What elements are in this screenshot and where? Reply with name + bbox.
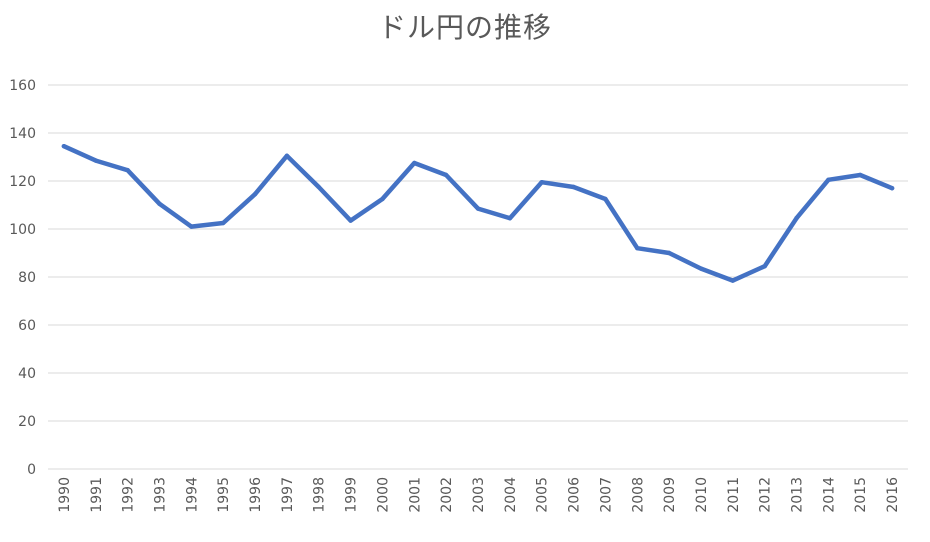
x-tick-label-2000: 2000 xyxy=(375,477,391,513)
data-point-2008 xyxy=(635,246,640,251)
data-point-2012 xyxy=(762,264,767,269)
data-point-1991 xyxy=(93,158,98,163)
x-tick-label-2005: 2005 xyxy=(535,477,551,513)
data-point-1997 xyxy=(284,153,290,158)
data-point-1999 xyxy=(348,218,353,223)
x-tick-label-2007: 2007 xyxy=(598,477,614,513)
x-tick-label-1995: 1995 xyxy=(216,477,232,513)
data-point-2007 xyxy=(603,196,608,202)
x-tick-label-1996: 1996 xyxy=(248,477,264,513)
data-point-1995 xyxy=(220,220,226,226)
x-tick-label-2015: 2015 xyxy=(853,477,869,513)
data-point-2015 xyxy=(858,172,863,178)
y-tick-label-100: 100 xyxy=(9,222,36,238)
y-tick-label-80: 80 xyxy=(18,270,36,286)
x-tick-label-1992: 1992 xyxy=(121,477,137,513)
x-tick-label-2011: 2011 xyxy=(726,477,742,513)
x-tick-label-2004: 2004 xyxy=(503,477,519,513)
x-tick-label-1994: 1994 xyxy=(184,477,200,513)
data-point-2009 xyxy=(666,250,672,256)
data-point-2002 xyxy=(443,172,449,178)
data-point-2013 xyxy=(794,216,799,221)
x-tick-label-1999: 1999 xyxy=(344,477,360,513)
x-tick-label-2008: 2008 xyxy=(630,477,646,513)
data-point-2016 xyxy=(889,186,895,191)
data-point-2001 xyxy=(412,160,417,166)
x-tick-label-1991: 1991 xyxy=(89,477,105,513)
chart-title: ドル円の推移 xyxy=(377,11,552,44)
x-tick-label-2014: 2014 xyxy=(821,477,837,513)
data-point-1996 xyxy=(252,192,258,197)
data-point-2003 xyxy=(475,206,481,211)
x-tick-label-2001: 2001 xyxy=(407,477,423,513)
y-tick-label-160: 160 xyxy=(9,78,36,94)
x-tick-label-2012: 2012 xyxy=(758,477,774,513)
x-tick-label-1998: 1998 xyxy=(312,477,328,513)
y-tick-label-120: 120 xyxy=(9,174,36,190)
data-point-2006 xyxy=(571,184,576,190)
x-tick-label-2006: 2006 xyxy=(567,477,583,513)
x-tick-label-2003: 2003 xyxy=(471,477,487,513)
data-point-2014 xyxy=(826,177,831,182)
data-point-2005 xyxy=(539,180,544,185)
y-tick-label-60: 60 xyxy=(18,318,36,334)
data-point-2011 xyxy=(730,278,736,283)
x-tick-label-2009: 2009 xyxy=(662,477,678,513)
data-point-1992 xyxy=(125,168,130,173)
y-tick-label-20: 20 xyxy=(18,414,36,430)
y-tick-label-140: 140 xyxy=(9,126,36,142)
x-tick-label-2002: 2002 xyxy=(439,477,455,513)
x-tick-label-1993: 1993 xyxy=(152,477,168,513)
series-line-0 xyxy=(61,143,895,283)
x-tick-label-1990: 1990 xyxy=(57,477,73,513)
data-point-1998 xyxy=(316,184,321,190)
y-tick-label-0: 0 xyxy=(27,462,36,478)
x-tick-label-2016: 2016 xyxy=(885,477,901,513)
x-tick-label-2013: 2013 xyxy=(790,477,806,513)
data-point-2004 xyxy=(507,216,513,221)
data-point-1990 xyxy=(61,144,67,149)
data-point-2000 xyxy=(380,196,385,202)
x-tick-label-1997: 1997 xyxy=(280,477,296,513)
y-tick-label-40: 40 xyxy=(18,366,36,382)
x-tick-label-2010: 2010 xyxy=(694,477,710,513)
data-point-1993 xyxy=(157,201,162,206)
data-point-2010 xyxy=(698,266,704,271)
data-point-1994 xyxy=(189,224,194,229)
